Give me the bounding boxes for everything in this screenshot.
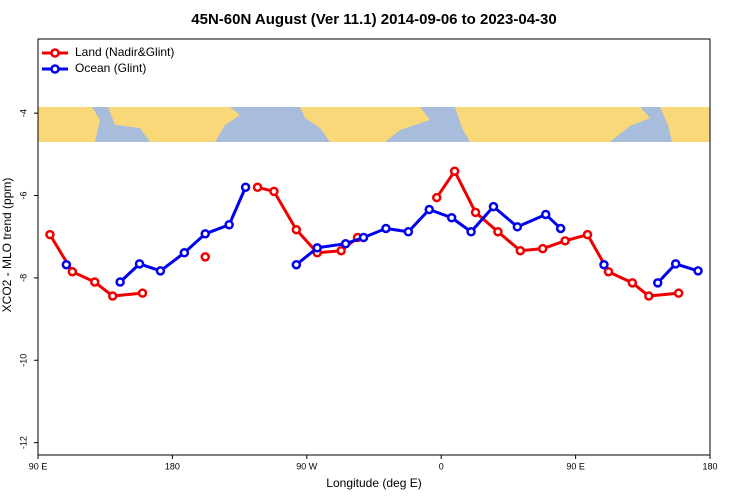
y-tick-label: -8: [18, 274, 28, 282]
plot-frame: [37, 38, 711, 456]
data-point: [555, 223, 566, 234]
data-point: [512, 222, 523, 232]
x-tick-label: 180: [702, 461, 717, 471]
data-point: [537, 243, 548, 254]
data-point: [515, 245, 526, 256]
data-point: [115, 277, 125, 287]
y-tick-label: -10: [18, 354, 28, 367]
data-point: [670, 259, 681, 269]
data-point: [45, 229, 55, 240]
x-tick-label: 90 W: [296, 461, 318, 471]
data-point: [599, 259, 609, 270]
data-point: [493, 227, 503, 237]
data-point: [89, 277, 100, 287]
x-tick-label: 180: [165, 461, 180, 471]
data-point: [107, 291, 118, 301]
y-tick-label: -4: [18, 109, 28, 117]
data-point: [358, 232, 369, 243]
x-tick-label: 90 E: [29, 461, 48, 471]
y-axis-label: XCO2 - MLO trend (ppm): [0, 178, 14, 313]
data-point: [693, 266, 703, 276]
legend-label: Land (Nadir&Glint): [75, 45, 174, 59]
data-point: [449, 166, 460, 176]
data-point: [627, 278, 638, 288]
map-band: [38, 107, 710, 142]
data-point: [336, 245, 346, 256]
data-point: [340, 238, 351, 249]
data-point: [603, 266, 614, 277]
data-point: [200, 252, 211, 262]
data-point: [200, 229, 211, 239]
data-point: [582, 229, 593, 240]
data-point: [652, 278, 663, 288]
data-point: [673, 288, 684, 298]
land-map: [38, 107, 710, 142]
data-point: [179, 248, 190, 258]
data-point: [252, 182, 263, 193]
y-tick-label: -12: [18, 436, 28, 449]
data-point: [540, 209, 551, 220]
legend-label: Ocean (Glint): [75, 61, 146, 75]
x-tick-label: 0: [439, 461, 444, 471]
data-point: [403, 227, 414, 237]
data-point: [240, 182, 251, 193]
data-point: [466, 227, 476, 237]
data-point: [312, 243, 323, 253]
x-axis-label: Longitude (deg E): [326, 476, 421, 490]
data-point: [446, 213, 457, 223]
legend-marker: [50, 64, 60, 74]
data-point: [67, 266, 78, 277]
data-point: [644, 291, 654, 301]
data-point: [488, 201, 499, 212]
chart-title: 45N-60N August (Ver 11.1) 2014-09-06 to …: [191, 11, 556, 28]
data-point: [291, 224, 302, 235]
x-tick-label: 90 E: [566, 461, 585, 471]
data-point: [269, 186, 279, 197]
data-point: [291, 259, 302, 270]
data-point: [424, 204, 435, 215]
data-point: [381, 223, 391, 234]
data-point: [137, 288, 148, 298]
data-point: [431, 192, 442, 203]
data-point: [155, 266, 166, 276]
series-line: [295, 204, 562, 266]
data-point: [134, 259, 145, 269]
y-tick-label: -6: [18, 192, 28, 200]
data-point: [61, 259, 72, 270]
data-point: [560, 236, 570, 246]
data-point: [224, 220, 234, 230]
legend-marker: [50, 48, 60, 58]
data-point: [470, 207, 481, 218]
